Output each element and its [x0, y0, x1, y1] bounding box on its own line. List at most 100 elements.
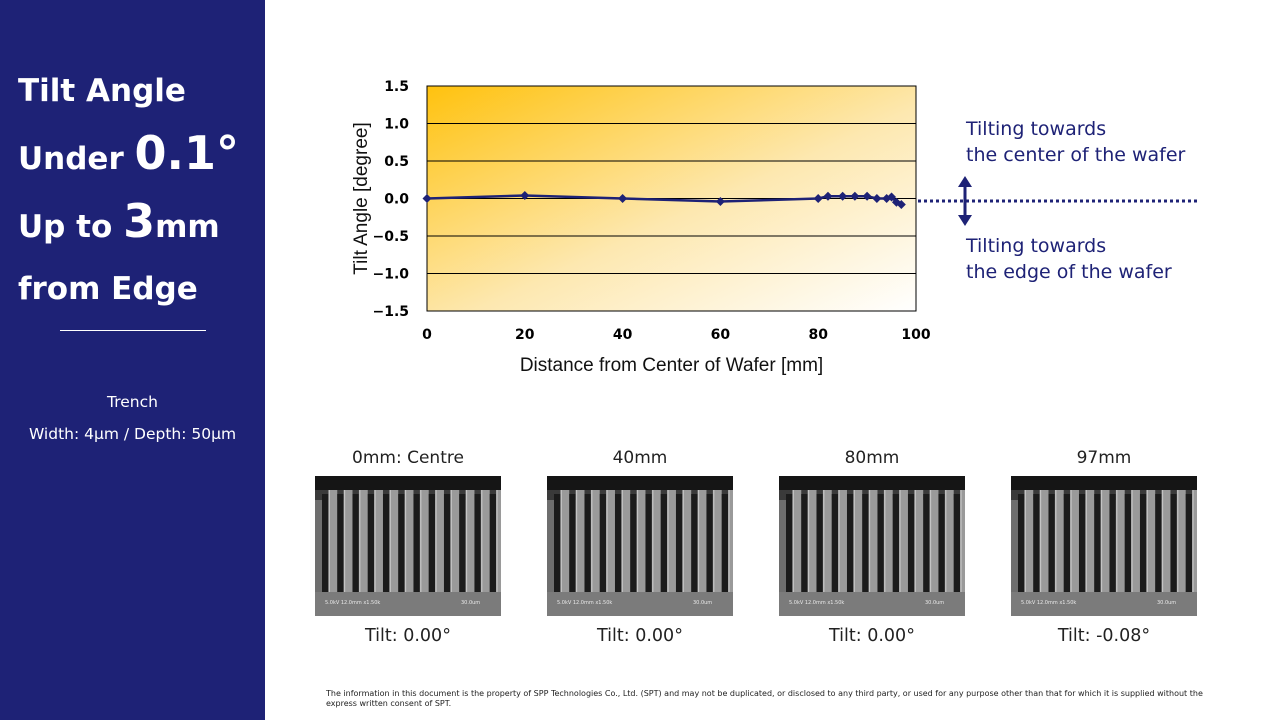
sem-caption: 40mm: [612, 448, 668, 468]
sem-pillar: [1039, 490, 1049, 594]
headline-up-to: Up to: [18, 209, 124, 245]
sem-trench: [599, 494, 607, 592]
sem-pillar-edge: [838, 490, 840, 594]
sem-pillar: [590, 490, 600, 594]
y-tick-label: 0.5: [384, 154, 409, 170]
sem-trench: [1063, 494, 1071, 592]
sem-scale-bar-text: 30.0um: [461, 600, 480, 606]
sem-scale-bar-text: 30.0um: [693, 600, 712, 606]
sem-substrate: [315, 592, 501, 616]
sem-pillar: [1161, 490, 1171, 594]
sem-tilt-value: Tilt: -0.08°: [1057, 626, 1151, 646]
sem-trench: [1078, 494, 1086, 592]
sem-trench: [1048, 494, 1055, 592]
sem-pillar: [697, 490, 707, 594]
y-axis-label: Tilt Angle [degree]: [351, 122, 372, 274]
y-tick-label: 1.5: [384, 79, 409, 95]
sem-pillar: [792, 490, 802, 594]
sem-pillar-edge: [1085, 490, 1087, 594]
data-point: [838, 191, 848, 201]
sem-pillar-edge: [328, 490, 330, 594]
sem-pillar-edge: [728, 490, 730, 594]
sem-trench: [630, 494, 637, 592]
sem-pillar-edge: [1055, 490, 1057, 594]
sem-scale-bar-text: 30.0um: [925, 600, 944, 606]
sem-trench: [1139, 494, 1147, 592]
sem-pillar: [1100, 490, 1110, 594]
sem-pillar-edge: [1177, 490, 1179, 594]
sem-trench: [367, 494, 375, 592]
sem-trench: [614, 494, 622, 592]
sem-trench: [382, 494, 390, 592]
sem-pillar: [960, 490, 965, 594]
sem-pillar-edge: [929, 490, 932, 594]
data-point: [813, 194, 823, 203]
headline-line-1: Tilt Angle: [18, 73, 186, 109]
sem-pillar: [838, 490, 847, 594]
sem-trench: [706, 494, 713, 592]
trench-info: Trench Width: 4µm / Depth: 50µm: [0, 386, 265, 450]
headline: Tilt Angle Under 0.1° Up to 3mm from Edg…: [18, 60, 263, 320]
y-tick-label: −1.5: [372, 304, 409, 320]
sem-pillar-edge: [606, 490, 608, 594]
sem-trench: [474, 494, 481, 592]
arrow-up-icon: [958, 176, 972, 187]
y-tick-label: 1.0: [384, 117, 409, 133]
sem-caption: 97mm: [1076, 448, 1132, 468]
sem-pillar-edge: [496, 490, 498, 594]
x-tick-label: 60: [711, 327, 731, 343]
sem-trench: [428, 494, 436, 592]
sem-panel-40mm: 40mm 5.0kV 12.0mm x1.50k 30.0um Tilt: 0.0…: [546, 446, 734, 646]
sem-pillar-edge: [575, 490, 578, 594]
headline-line-2: Under 0.1°: [18, 122, 263, 190]
sem-pillar: [389, 490, 399, 594]
x-axis-label: Distance from Center of Wafer [mm]: [520, 355, 823, 376]
x-tick-label: 20: [515, 327, 535, 343]
data-point: [715, 197, 725, 206]
sem-pillar-edge: [450, 490, 452, 594]
sem-pillar: [328, 490, 338, 594]
sem-pillar: [1024, 490, 1034, 594]
sem-pillar-edge: [697, 490, 700, 594]
sem-pillar-edge: [960, 490, 962, 594]
sem-top-band: [547, 476, 733, 490]
sem-pillar: [465, 490, 475, 594]
data-point: [887, 192, 897, 202]
tilt-angle-chart: 1.5 1.0 0.5 0.0 −0.5 −1.0 −1.5 0 20 40 60 80 100 Di…: [351, 79, 931, 376]
sidebar-panel: Tilt Angle Under 0.1° Up to 3mm from Edg…: [0, 0, 265, 720]
headline-angle-value: 0.1°: [134, 126, 240, 180]
sem-pillar-edge: [636, 490, 639, 594]
sem-tilt-value: Tilt: 0.00°: [829, 626, 915, 646]
sem-panel-80mm: 80mm 5.0kV 12.0mm x1.50k 30.0um Tilt: 0.0…: [778, 446, 966, 646]
sem-trench: [877, 494, 884, 592]
sem-pillar-edge: [682, 490, 684, 594]
sem-pillar: [712, 490, 722, 594]
sem-trench: [831, 494, 839, 592]
sem-pillar: [1115, 490, 1125, 594]
sem-panel-97mm: 97mm 5.0kV 12.0mm x1.50k 30.0um Tilt: -0.…: [1010, 446, 1198, 646]
arrow-down-icon: [958, 215, 972, 226]
sem-pillar: [404, 490, 414, 594]
sem-tilt-value: Tilt: 0.00°: [365, 626, 451, 646]
sem-pillar-edge: [404, 490, 407, 594]
sem-cross-section-image: 5.0kV 12.0mm x1.50k 30.0um: [779, 476, 965, 616]
sem-trench: [1094, 494, 1101, 592]
sem-trench: [337, 494, 344, 592]
sem-cross-section-image: 5.0kV 12.0mm x1.50k 30.0um: [315, 476, 501, 616]
sem-pillar: [1176, 490, 1186, 594]
data-point: [872, 194, 882, 203]
sem-pillar: [419, 490, 429, 594]
sem-pillar: [944, 490, 954, 594]
annotation-edge: Tilting towards the edge of the wafer: [966, 233, 1172, 285]
sem-top-band: [1011, 476, 1197, 490]
x-tick-labels: 0 20 40 60 80 100: [422, 327, 931, 343]
sem-pillar-edge: [823, 490, 825, 594]
sem-substrate: [547, 592, 733, 616]
sem-pillar-edge: [1039, 490, 1042, 594]
sem-trench: [1155, 494, 1162, 592]
sem-trench: [907, 494, 915, 592]
sem-pillar-edge: [853, 490, 855, 594]
sem-pillar: [1070, 490, 1079, 594]
sem-tilt-value: Tilt: 0.00°: [597, 626, 683, 646]
annotation-center-line-1: Tilting towards: [966, 118, 1107, 140]
